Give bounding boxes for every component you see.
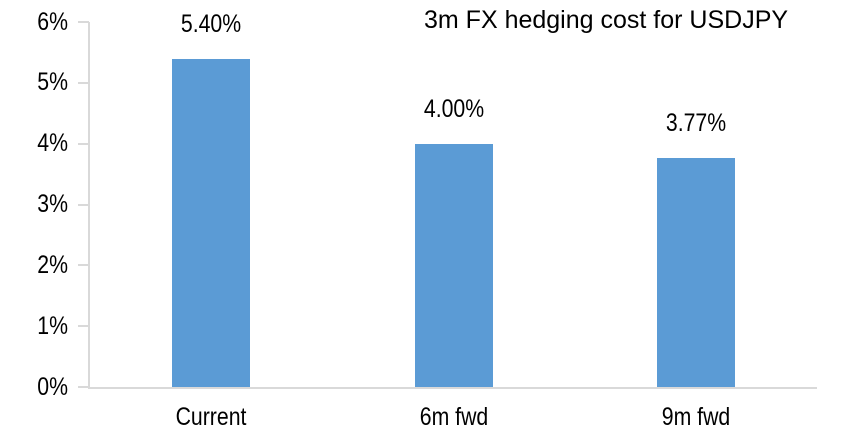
bar-value-label-6m-fwd: 4.00% bbox=[423, 94, 484, 123]
y-tick-label: 2% bbox=[37, 250, 68, 279]
bar-6m-fwd bbox=[414, 143, 493, 387]
x-axis-label-current: Current bbox=[175, 403, 247, 431]
y-tick-label: 3% bbox=[37, 190, 68, 218]
y-tick-mark bbox=[78, 264, 89, 267]
bar-value-label-current: 5.40% bbox=[181, 9, 242, 38]
x-axis-label-9m-fwd: 9m fwd bbox=[661, 403, 731, 431]
y-tick-mark bbox=[78, 21, 89, 23]
y-tick-mark bbox=[78, 386, 89, 388]
y-tick-label: 4% bbox=[37, 129, 68, 158]
chart-title: 3m FX hedging cost for USDJPY bbox=[424, 6, 789, 34]
y-tick-mark bbox=[78, 81, 89, 84]
y-tick-label: 5% bbox=[37, 68, 68, 97]
bar-current bbox=[172, 58, 251, 387]
y-tick-label: 6% bbox=[37, 7, 68, 36]
y-tick-label: 0% bbox=[37, 372, 68, 401]
bar-9m-fwd bbox=[656, 157, 735, 387]
y-tick-mark bbox=[78, 142, 89, 145]
x-axis-label-6m-fwd: 6m fwd bbox=[419, 403, 488, 431]
y-tick-label: 1% bbox=[37, 311, 68, 340]
bar-value-label-9m-fwd: 3.77% bbox=[665, 108, 726, 137]
y-tick-mark bbox=[78, 203, 89, 206]
plot-area: 5.40% 4.00% 3.77% bbox=[88, 10, 817, 389]
y-tick-mark bbox=[78, 325, 89, 328]
